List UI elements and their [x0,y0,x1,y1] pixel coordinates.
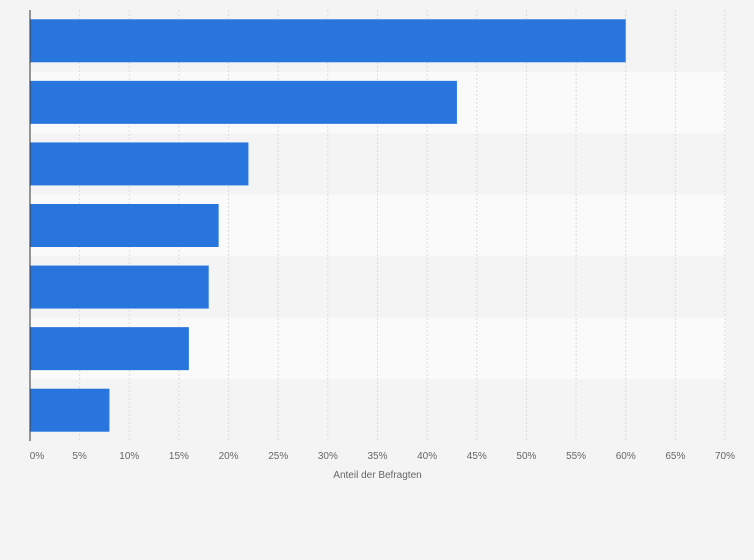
x-tick-label: 5% [72,451,87,462]
bar [30,327,189,370]
bar [30,266,209,309]
x-tick-label: 25% [268,451,288,462]
x-tick-label: 65% [665,451,685,462]
x-tick-label: 10% [119,451,139,462]
bar-chart: 0% 5% 10% 15% 20% 25% 30% 35% 40% 45% 50% 55% 60% 65%… [0,0,754,560]
x-tick-label: 30% [318,451,338,462]
x-tick-label: 40% [417,451,437,462]
x-tick-label: 35% [367,451,387,462]
x-tick-label: 45% [467,451,487,462]
bar [30,142,248,185]
bar [30,204,219,247]
x-tick-labels: 0% 5% 10% 15% 20% 25% 30% 35% 40% 45% 50% 55% 60% 65%… [30,451,735,462]
x-axis-title: Anteil der Befragten [333,470,421,481]
x-tick-label: 70% [715,451,735,462]
x-tick-label: 20% [219,451,239,462]
x-tick-label: 0% [30,451,45,462]
bar [30,81,457,124]
chart-container: 0% 5% 10% 15% 20% 25% 30% 35% 40% 45% 50% 55% 60% 65%… [0,0,754,560]
x-tick-label: 15% [169,451,189,462]
bar [30,19,626,62]
x-tick-label: 55% [566,451,586,462]
x-tick-label: 50% [516,451,536,462]
x-tick-label: 60% [616,451,636,462]
bar [30,389,109,432]
